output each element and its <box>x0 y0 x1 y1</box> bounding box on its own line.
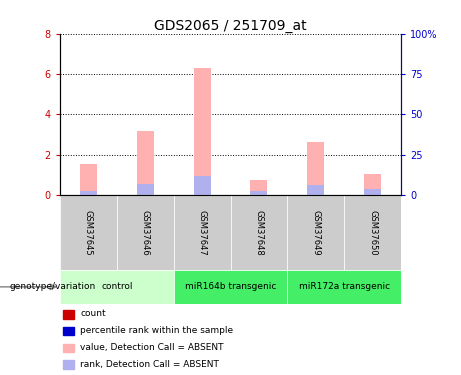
Bar <box>136 130 154 195</box>
Bar <box>287 195 344 270</box>
Text: count: count <box>80 309 106 318</box>
Bar <box>250 180 267 195</box>
Text: percentile rank within the sample: percentile rank within the sample <box>80 326 234 335</box>
Text: rank, Detection Call = ABSENT: rank, Detection Call = ABSENT <box>80 360 219 369</box>
Bar <box>174 270 287 304</box>
Text: GSM37649: GSM37649 <box>311 210 320 255</box>
Bar <box>250 190 267 195</box>
Bar <box>194 176 211 195</box>
Bar <box>117 195 174 270</box>
Bar <box>287 270 401 304</box>
Text: miR172a transgenic: miR172a transgenic <box>299 282 390 291</box>
Bar <box>364 189 381 195</box>
Text: GSM37645: GSM37645 <box>84 210 93 255</box>
Bar <box>63 310 74 319</box>
Bar <box>344 195 401 270</box>
Bar <box>60 195 117 270</box>
Bar <box>307 142 324 195</box>
Text: GSM37646: GSM37646 <box>141 210 150 255</box>
Bar <box>174 195 230 270</box>
Title: GDS2065 / 251709_at: GDS2065 / 251709_at <box>154 19 307 33</box>
Text: GSM37650: GSM37650 <box>368 210 377 255</box>
Bar <box>63 344 74 352</box>
Bar <box>63 327 74 336</box>
Text: genotype/variation: genotype/variation <box>9 282 95 291</box>
Text: value, Detection Call = ABSENT: value, Detection Call = ABSENT <box>80 343 224 352</box>
Bar <box>364 174 381 195</box>
Text: miR164b transgenic: miR164b transgenic <box>185 282 276 291</box>
Bar <box>136 184 154 195</box>
Bar <box>80 164 97 195</box>
Text: control: control <box>101 282 132 291</box>
Text: GSM37647: GSM37647 <box>198 210 207 255</box>
Bar <box>60 270 174 304</box>
Bar <box>63 360 74 369</box>
Bar <box>230 195 287 270</box>
Bar <box>194 68 211 195</box>
Bar <box>80 190 97 195</box>
Text: GSM37648: GSM37648 <box>254 210 263 255</box>
Bar <box>307 185 324 195</box>
